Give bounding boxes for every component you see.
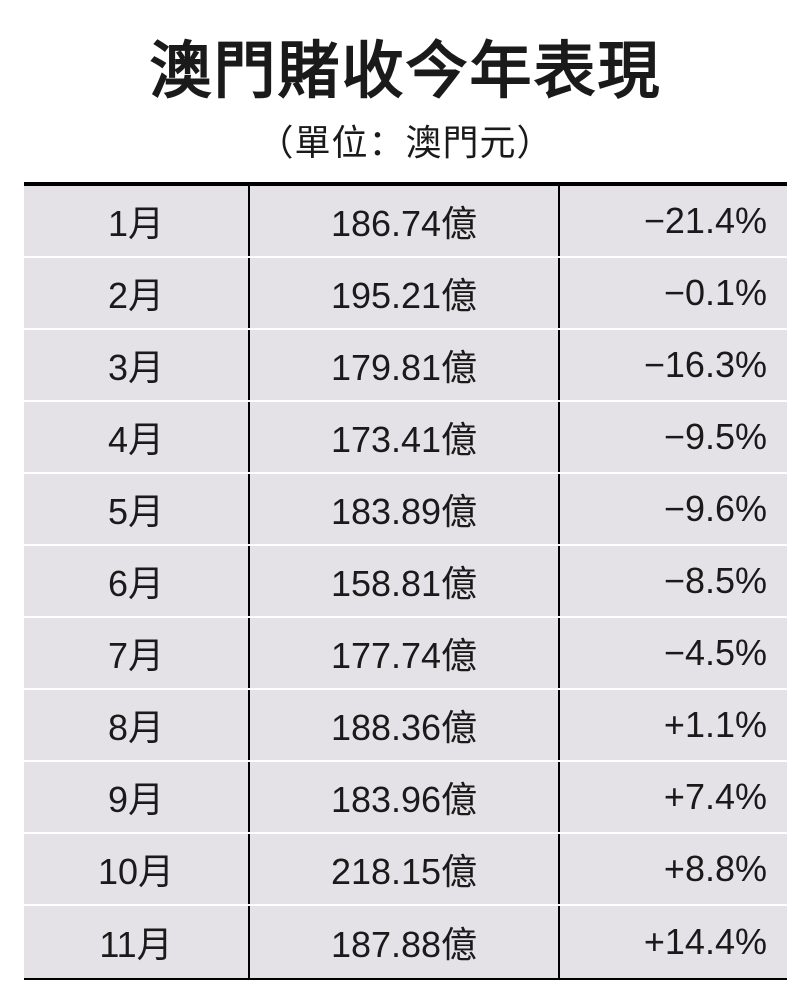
month-cell: 9月 [24, 762, 250, 832]
change-cell: −9.6% [560, 474, 787, 544]
change-cell: −9.5% [560, 402, 787, 472]
page-title: 澳門賭收今年表現 [24, 20, 787, 110]
table-row: 10月218.15億+8.8% [24, 834, 787, 906]
change-cell: −0.1% [560, 258, 787, 328]
change-cell: −8.5% [560, 546, 787, 616]
table-row: 3月179.81億−16.3% [24, 330, 787, 402]
change-cell: −16.3% [560, 330, 787, 400]
change-cell: +14.4% [560, 906, 787, 978]
revenue-cell: 218.15億 [250, 834, 560, 904]
change-cell: −4.5% [560, 618, 787, 688]
month-cell: 5月 [24, 474, 250, 544]
revenue-cell: 183.96億 [250, 762, 560, 832]
month-cell: 1月 [24, 186, 250, 256]
month-cell: 11月 [24, 906, 250, 978]
table-row: 11月187.88億+14.4% [24, 906, 787, 978]
month-cell: 8月 [24, 690, 250, 760]
change-cell: +7.4% [560, 762, 787, 832]
month-cell: 6月 [24, 546, 250, 616]
revenue-cell: 195.21億 [250, 258, 560, 328]
revenue-cell: 177.74億 [250, 618, 560, 688]
table-row: 2月195.21億−0.1% [24, 258, 787, 330]
table-row: 6月158.81億−8.5% [24, 546, 787, 618]
revenue-cell: 179.81億 [250, 330, 560, 400]
revenue-cell: 188.36億 [250, 690, 560, 760]
table-row: 5月183.89億−9.6% [24, 474, 787, 546]
month-cell: 3月 [24, 330, 250, 400]
month-cell: 10月 [24, 834, 250, 904]
table-row: 4月173.41億−9.5% [24, 402, 787, 474]
revenue-cell: 173.41億 [250, 402, 560, 472]
table-row: 1月186.74億−21.4% [24, 186, 787, 258]
revenue-table: 1月186.74億−21.4%2月195.21億−0.1%3月179.81億−1… [24, 182, 787, 980]
month-cell: 2月 [24, 258, 250, 328]
page-subtitle: （單位：澳門元） [24, 114, 787, 166]
table-row: 9月183.96億+7.4% [24, 762, 787, 834]
change-cell: −21.4% [560, 186, 787, 256]
month-cell: 7月 [24, 618, 250, 688]
revenue-cell: 187.88億 [250, 906, 560, 978]
change-cell: +8.8% [560, 834, 787, 904]
revenue-cell: 186.74億 [250, 186, 560, 256]
revenue-cell: 183.89億 [250, 474, 560, 544]
table-row: 7月177.74億−4.5% [24, 618, 787, 690]
month-cell: 4月 [24, 402, 250, 472]
change-cell: +1.1% [560, 690, 787, 760]
revenue-cell: 158.81億 [250, 546, 560, 616]
table-row: 8月188.36億+1.1% [24, 690, 787, 762]
